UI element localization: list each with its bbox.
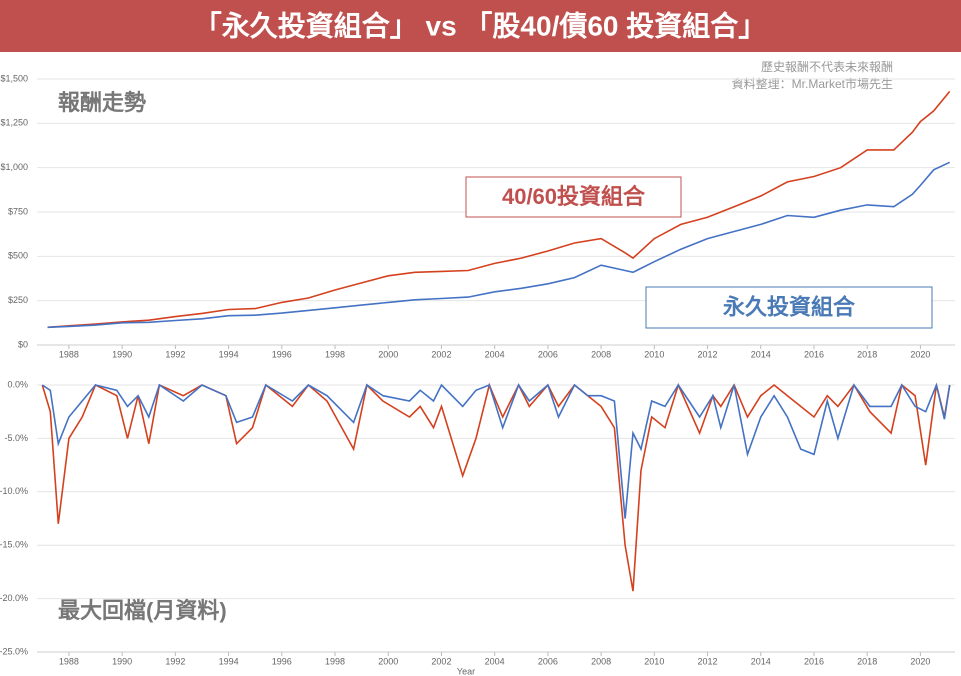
x-tick-label: 2004 (485, 656, 505, 666)
note: 歷史報酬不代表未來報酬 (761, 60, 893, 74)
x-tick-label: 1998 (325, 349, 345, 359)
x-tick-label: 2014 (751, 349, 771, 359)
y-tick-label: $1,000 (0, 162, 28, 172)
x-tick-label: 2002 (431, 349, 451, 359)
panel-title: 報酬走勢 (58, 90, 146, 115)
y-tick-label: $250 (8, 295, 28, 305)
legend-label: 永久投資組合 (723, 294, 856, 319)
y-tick-label: $1,250 (0, 118, 28, 128)
x-tick-label: 2000 (378, 656, 398, 666)
x-tick-label: 2020 (910, 656, 930, 666)
y-tick-label: 0.0% (7, 379, 28, 389)
x-tick-label: 1994 (219, 656, 239, 666)
x-tick-label: 1990 (112, 349, 132, 359)
x-tick-label: 1996 (272, 349, 292, 359)
panel-title: 最大回檔(月資料) (58, 598, 227, 623)
x-tick-label: 1988 (59, 349, 79, 359)
x-tick-label: 2016 (804, 349, 824, 359)
y-tick-label: $1,500 (0, 73, 28, 83)
y-tick-label: -25.0% (0, 646, 28, 656)
series-line (47, 161, 951, 329)
x-tick-label: 1992 (165, 349, 185, 359)
x-tick-label: 2006 (538, 349, 558, 359)
x-tick-label: 2014 (751, 656, 771, 666)
legend-box (465, 176, 682, 218)
x-tick-label: 2002 (431, 656, 451, 666)
note: 資料整理：Mr.Market市場先生 (732, 76, 893, 91)
x-tick-label: 2018 (857, 656, 877, 666)
x-tick-label: 2008 (591, 656, 611, 666)
y-tick-label: -15.0% (0, 540, 28, 550)
banner (0, 0, 961, 52)
y-tick-label: $0 (18, 339, 28, 349)
y-tick-label: $500 (8, 251, 28, 261)
x-tick-label: 1994 (219, 349, 239, 359)
x-tick-label: 2006 (538, 656, 558, 666)
y-tick-label: -5.0% (4, 433, 28, 443)
x-tick-label: 2008 (591, 349, 611, 359)
x-tick-label: 2018 (857, 349, 877, 359)
x-tick-label: 2020 (910, 349, 930, 359)
x-tick-label: 1996 (272, 656, 292, 666)
legend-box (645, 286, 933, 329)
y-tick-label: $750 (8, 206, 28, 216)
banner-title: 「永久投資組合」 vs 「股40/債60 投資組合」 (194, 9, 767, 41)
x-tick-label: 2000 (378, 349, 398, 359)
x-tick-label: 2010 (644, 656, 664, 666)
x-tick-label: 2004 (485, 349, 505, 359)
x-tick-label: 1990 (112, 656, 132, 666)
legend-label: 40/60投資組合 (502, 184, 646, 209)
y-tick-label: -10.0% (0, 486, 28, 496)
series-line (47, 90, 951, 329)
series-line (41, 382, 951, 519)
x-tick-label: 1988 (59, 656, 79, 666)
y-tick-label: -20.0% (0, 593, 28, 603)
x-tick-label: 2016 (804, 656, 824, 666)
x-axis-label: Year (457, 666, 475, 676)
x-tick-label: 2012 (698, 656, 718, 666)
x-tick-label: 1998 (325, 656, 345, 666)
x-tick-label: 2012 (698, 349, 718, 359)
x-tick-label: 2010 (644, 349, 664, 359)
x-tick-label: 1992 (165, 656, 185, 666)
series-line (41, 382, 951, 592)
charts: $0 $250 $500 $750 $1,000 $1,250 $1,500 1988 1990… (0, 73, 955, 676)
